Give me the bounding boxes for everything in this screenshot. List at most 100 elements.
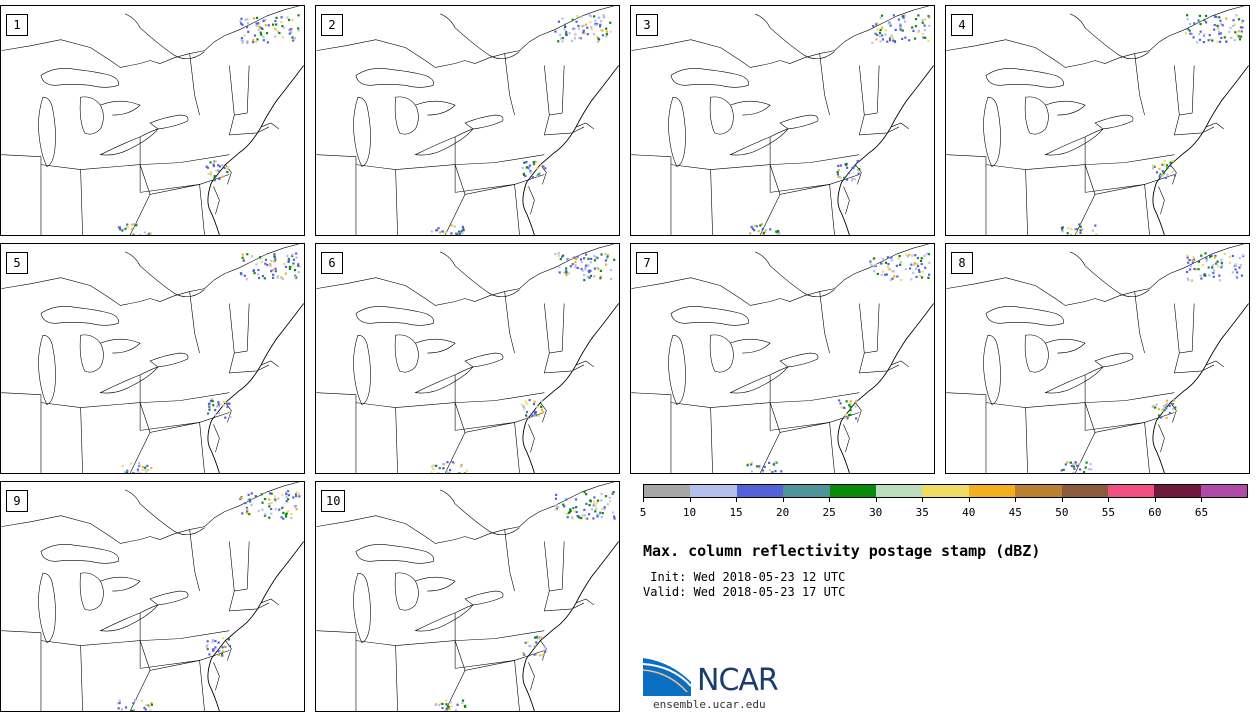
- echo-pixel: [892, 277, 895, 280]
- echo-pixel: [295, 252, 298, 255]
- echo-pixel: [1169, 164, 1172, 167]
- echo-pixel: [143, 706, 146, 710]
- echo-pixel: [214, 639, 217, 643]
- echo-pixel: [571, 516, 574, 519]
- echo-pixel: [268, 498, 271, 501]
- echo-pixel: [124, 227, 127, 230]
- echo-pixel: [1079, 225, 1082, 228]
- echo-pixel: [439, 702, 443, 705]
- echo-pixel: [530, 413, 533, 416]
- echo-pixel: [441, 230, 444, 233]
- echo-pixel: [1218, 16, 1221, 19]
- echo-pixel: [206, 644, 209, 647]
- echo-pixel: [921, 32, 924, 36]
- echo-pixel: [1079, 229, 1082, 232]
- echo-pixel: [265, 32, 269, 35]
- echo-pixel: [526, 416, 529, 419]
- echo-pixel: [899, 23, 902, 26]
- echo-pixel: [758, 467, 761, 470]
- echo-pixel: [240, 496, 243, 499]
- echo-pixel: [1207, 266, 1210, 269]
- echo-pixel: [139, 472, 142, 473]
- colorbar-segment: [736, 485, 784, 497]
- echo-pixel: [1193, 267, 1196, 271]
- echo-pixel: [609, 500, 612, 503]
- echo-pixel: [595, 507, 598, 510]
- echo-pixel: [1202, 40, 1205, 44]
- echo-pixel: [274, 258, 277, 261]
- echo-pixel: [1157, 408, 1161, 411]
- echo-pixel: [839, 176, 842, 179]
- echo-pixel: [450, 705, 453, 708]
- echo-pixel: [747, 462, 750, 465]
- echo-pixel: [923, 24, 926, 27]
- echo-pixel: [590, 257, 593, 260]
- echo-pixel: [212, 649, 215, 652]
- echo-pixel: [900, 15, 904, 18]
- echo-pixel: [245, 506, 249, 509]
- echo-pixel: [541, 654, 544, 657]
- echo-pixel: [1238, 256, 1241, 260]
- echo-pixel: [583, 514, 586, 517]
- colorbar-tick-label: 35: [915, 506, 929, 519]
- echo-pixel: [240, 17, 243, 20]
- echo-pixel: [1163, 164, 1166, 167]
- echo-pixel: [268, 505, 271, 508]
- colorbar-tick-label: 10: [682, 506, 697, 519]
- echo-pixel: [532, 403, 536, 406]
- echo-pixel: [892, 36, 895, 40]
- echo-pixel: [252, 17, 256, 20]
- echo-pixel: [257, 268, 260, 272]
- ensemble-member-label: 10: [321, 490, 346, 512]
- echo-pixel: [571, 263, 574, 266]
- echo-pixel: [221, 175, 224, 178]
- echo-pixel: [293, 268, 297, 272]
- echo-pixel: [126, 226, 129, 229]
- echo-pixel: [134, 224, 137, 227]
- echo-pixel: [605, 35, 608, 38]
- echo-pixel: [565, 498, 568, 501]
- echo-pixel: [566, 516, 569, 519]
- echo-pixel: [286, 254, 289, 257]
- echo-pixel: [888, 39, 892, 42]
- echo-pixel: [565, 271, 568, 274]
- echo-pixel: [1217, 30, 1221, 33]
- echo-pixel: [848, 404, 851, 407]
- map-outline: [316, 6, 619, 235]
- echo-pixel: [926, 252, 929, 255]
- echo-pixel: [217, 401, 220, 404]
- echo-pixel: [588, 276, 591, 279]
- echo-pixel: [1197, 19, 1200, 22]
- echo-pixel: [1184, 32, 1188, 35]
- echo-pixel: [924, 18, 927, 21]
- echo-pixel: [1232, 19, 1235, 22]
- echo-pixel: [1153, 165, 1156, 168]
- echo-pixel: [916, 262, 919, 265]
- echo-pixel: [588, 14, 591, 17]
- echo-pixel: [227, 638, 230, 641]
- echo-pixel: [897, 257, 900, 260]
- echo-pixel: [257, 22, 260, 25]
- echo-pixel: [858, 167, 861, 171]
- echo-pixel: [528, 644, 531, 648]
- echo-pixel: [240, 22, 243, 25]
- colorbar-tick-label: 40: [962, 506, 976, 519]
- echo-pixel: [609, 21, 612, 24]
- echo-pixel: [275, 23, 278, 26]
- echo-pixel: [570, 39, 574, 42]
- echo-pixel: [910, 278, 913, 281]
- echo-pixel: [248, 498, 251, 501]
- echo-pixel: [456, 703, 459, 706]
- echo-pixel: [1211, 39, 1214, 42]
- echo-pixel: [1208, 34, 1211, 37]
- echo-pixel: [462, 227, 465, 230]
- echo-pixel: [533, 644, 536, 648]
- echo-pixel: [1171, 402, 1174, 406]
- echo-pixel: [875, 23, 878, 26]
- echo-pixel: [746, 464, 749, 467]
- echo-pixel: [1189, 268, 1192, 271]
- echo-pixel: [1235, 275, 1238, 278]
- echo-pixel: [601, 512, 604, 515]
- echo-pixel: [1218, 32, 1221, 35]
- echo-pixel: [608, 496, 611, 499]
